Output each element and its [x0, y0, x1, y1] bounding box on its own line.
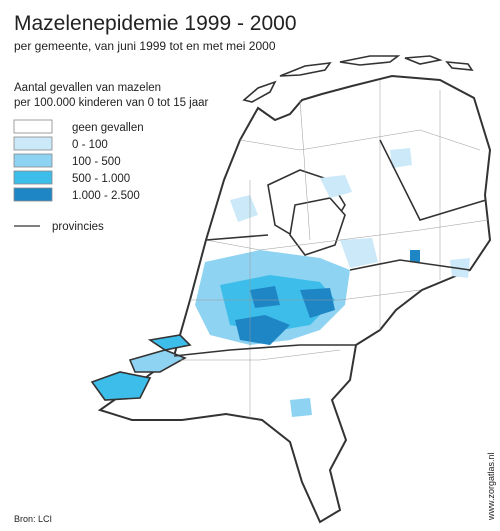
subtitle: per gemeente, van juni 1999 tot en met m… — [14, 39, 276, 53]
municipality-lines — [180, 80, 489, 420]
islands — [242, 55, 474, 103]
zeeland — [90, 334, 192, 401]
website: www.zorgatlas.nl — [486, 452, 496, 521]
legend-swatch — [13, 153, 53, 168]
legend-swatch — [13, 187, 53, 202]
legend-label: 0 - 100 — [72, 139, 108, 151]
legend-label: 500 - 1.000 — [72, 173, 130, 185]
legend-swatch — [13, 170, 53, 185]
legend: geen gevallen 0 - 100 100 - 500 500 - 1.000… — [13, 119, 144, 202]
legend-swatch — [13, 136, 53, 151]
legend-title: per 100.000 kinderen van 0 tot 15 jaar — [14, 97, 209, 109]
legend-line-label: provincies — [52, 221, 104, 233]
legend-label: 1.000 - 2.500 — [72, 190, 140, 202]
legend-swatch — [13, 119, 53, 134]
title: Mazelenepidemie 1999 - 2000 — [14, 12, 297, 35]
legend-label: 100 - 500 — [72, 156, 121, 168]
legend-label: geen gevallen — [72, 122, 144, 134]
legend-title: Aantal gevallen van mazelen — [14, 82, 161, 94]
source: Bron: LCI — [14, 514, 52, 524]
province-borders — [173, 139, 487, 357]
